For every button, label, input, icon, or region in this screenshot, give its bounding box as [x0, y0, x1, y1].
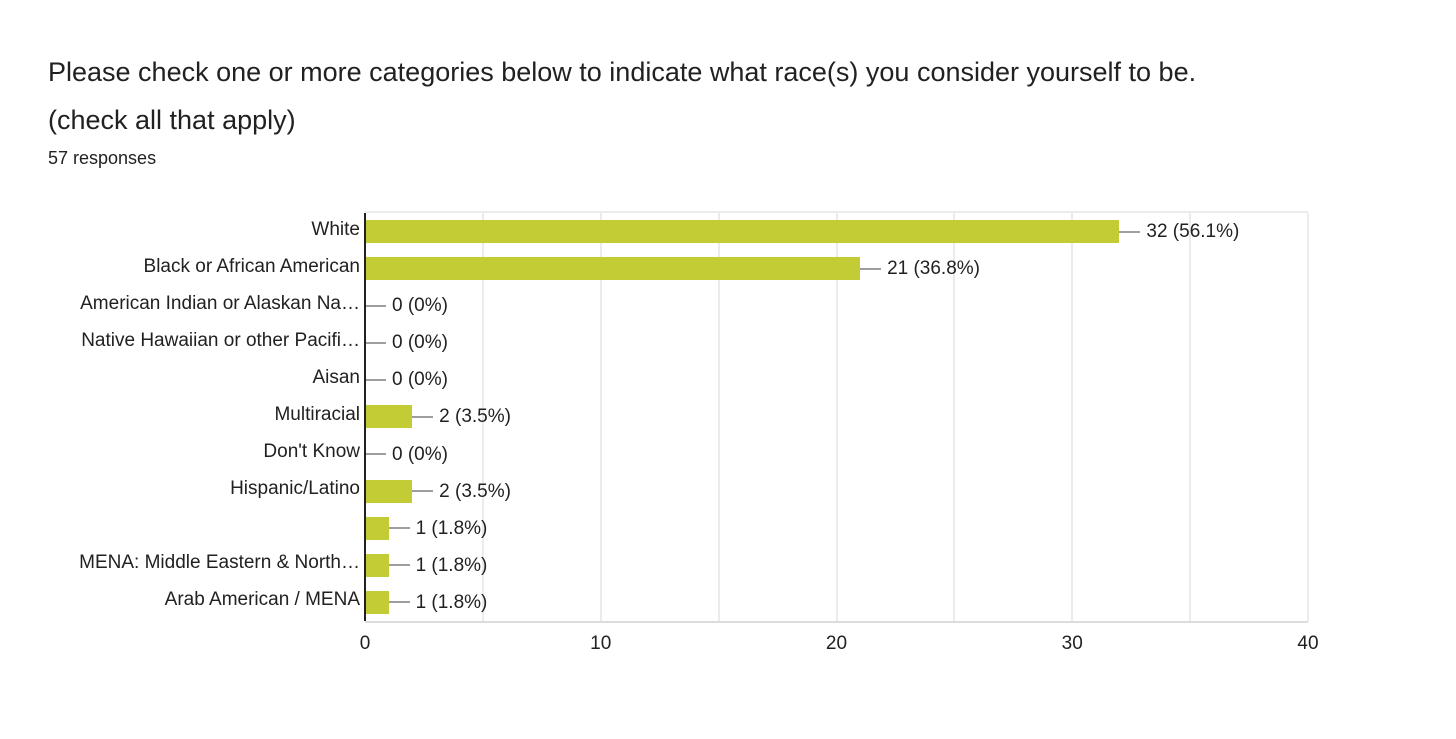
value-label: 2 (3.5%)	[439, 406, 511, 428]
bar	[365, 257, 861, 281]
bar-row: 0 (0%)	[365, 436, 1308, 473]
category-label	[0, 508, 360, 545]
gridline	[599, 213, 602, 621]
bar	[365, 553, 389, 577]
y-axis-line	[364, 213, 366, 621]
value-connector	[860, 267, 882, 270]
category-label: American Indian or Alaskan Na…	[80, 292, 360, 314]
value-label: 1 (1.8%)	[415, 517, 488, 539]
value-label: 0 (0%)	[392, 332, 448, 354]
value-label: 2 (3.5%)	[439, 480, 511, 502]
bar-row: 0 (0%)	[365, 324, 1308, 361]
gridline	[481, 213, 484, 621]
value-label: 1 (1.8%)	[415, 591, 488, 613]
value-label: 0 (0%)	[392, 369, 448, 391]
x-tick-label: 10	[590, 633, 612, 654]
gridline	[835, 213, 838, 621]
bar-row: 1 (1.8%)	[365, 547, 1308, 584]
question-title-line-2: (check all that apply)	[48, 105, 296, 135]
value-connector	[365, 304, 386, 307]
category-label: Native Hawaiian or other Pacifi…	[81, 329, 360, 351]
bar	[365, 590, 389, 614]
value-connector	[388, 601, 410, 604]
category-label: White	[311, 218, 360, 240]
gridline	[1307, 213, 1309, 621]
gridline	[1071, 213, 1074, 621]
question-title: Please check one or more categories belo…	[48, 48, 1438, 144]
value-connector	[412, 490, 434, 493]
value-label: 21 (36.8%)	[887, 258, 981, 280]
bar-row: 1 (1.8%)	[365, 584, 1308, 621]
x-axis-ticks: 0 10 20 30 40	[360, 633, 1319, 659]
gridline	[953, 213, 956, 621]
value-label: 0 (0%)	[392, 295, 448, 317]
bar-row: 1 (1.8%)	[365, 510, 1308, 547]
value-connector	[388, 527, 410, 530]
gridline	[717, 213, 720, 621]
value-connector	[388, 564, 410, 567]
category-label: Aisan	[312, 366, 360, 388]
value-connector	[365, 341, 386, 344]
category-label: MENA: Middle Eastern & North…	[79, 552, 360, 574]
bar-row: 2 (3.5%)	[365, 473, 1308, 510]
value-connector	[412, 415, 434, 418]
value-label: 32 (56.1%)	[1146, 221, 1240, 243]
x-tick-label: 40	[1297, 633, 1319, 654]
gridline	[1189, 213, 1192, 621]
plot-area: 32 (56.1%) 21 (36.8%) 0 (0%) 0 (0%) 0 (0%) 2 …	[364, 211, 1309, 623]
bar-row: 0 (0%)	[365, 361, 1308, 398]
bar	[365, 516, 389, 540]
bar	[365, 220, 1120, 244]
value-label: 0 (0%)	[392, 443, 448, 465]
bar-row: 0 (0%)	[365, 287, 1308, 324]
bar	[365, 479, 413, 503]
category-labels: White Black or African American American I…	[0, 211, 360, 619]
value-connector	[1119, 230, 1141, 233]
value-label: 1 (1.8%)	[415, 554, 488, 576]
bar-row: 32 (56.1%)	[365, 213, 1308, 250]
bar	[365, 405, 413, 429]
category-label: Don't Know	[263, 441, 360, 463]
value-connector	[365, 453, 386, 456]
question-title-line-1: Please check one or more categories belo…	[48, 57, 1197, 87]
bar-row: 21 (36.8%)	[365, 250, 1308, 287]
category-label: Arab American / MENA	[164, 589, 360, 611]
category-label: Hispanic/Latino	[230, 478, 360, 500]
x-tick-label: 30	[1061, 633, 1083, 654]
value-connector	[365, 378, 386, 381]
x-tick-label: 20	[825, 633, 848, 654]
category-label: Black or African American	[143, 255, 360, 277]
responses-count: 57 responses	[48, 148, 157, 168]
bar-row: 2 (3.5%)	[365, 398, 1308, 435]
category-label: Multiracial	[274, 403, 360, 425]
x-tick-label: 0	[359, 633, 371, 654]
